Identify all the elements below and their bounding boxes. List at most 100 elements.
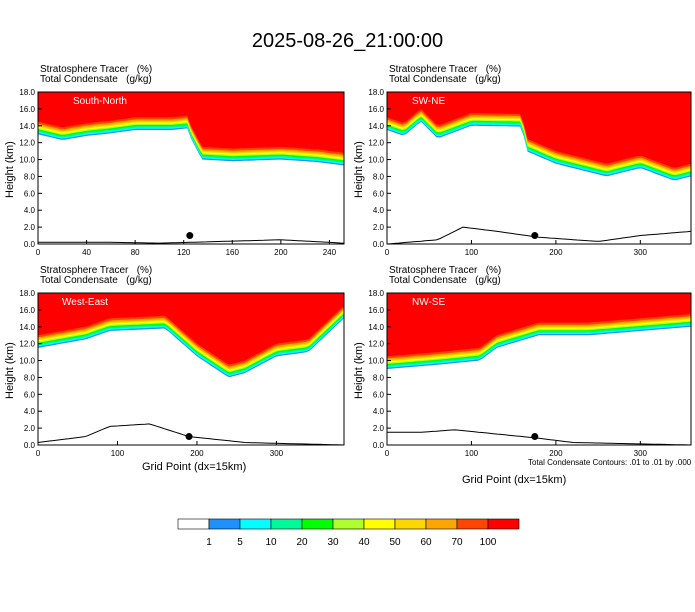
panel-west-east: 0.0 2.0 4.0 6.0 8.0 10.0 12.0 14.0 16.0 18.0 0 100 2… [19,289,345,458]
colorbar-label: 1 [206,537,212,548]
colorbar-swatch [239,518,272,530]
panel-header-line2: Total Condensate (g/kg) [389,275,501,286]
y-tick-label: 8.0 [373,172,385,181]
y-tick-label: 4.0 [24,206,36,215]
plot-frame [37,91,345,245]
y-tick-label: 12.0 [19,139,35,148]
y-axis-label: Height (km) [353,342,365,399]
tracer-band-0 [38,92,344,153]
y-tick-label: 4.0 [373,407,385,416]
y-tick-label: 12.0 [368,340,384,349]
panel-sw-ne: 0.0 2.0 4.0 6.0 8.0 10.0 12.0 14.0 16.0 18.0 0 100 2… [368,88,692,257]
y-tick-label: 0.0 [24,240,36,249]
figure-title: 2025-08-26_21:00:00 [251,30,444,52]
y-tick-label: 0.0 [373,240,385,249]
y-tick-label: 8.0 [24,373,36,382]
x-tick-label: 100 [465,248,479,257]
y-tick-label: 18.0 [368,289,384,298]
x-tick-label: 200 [190,449,204,458]
colorbar-swatch [270,518,303,530]
x-tick-label: 100 [111,449,125,458]
x-tick-label: 200 [549,248,563,257]
x-axis-label-left: Grid Point (dx=15km) [142,461,247,473]
location-marker [531,232,539,240]
plot-frame [386,292,692,446]
y-tick-label: 6.0 [24,390,36,399]
colorbar-label: 20 [296,537,308,548]
terrain-line [38,239,344,244]
x-tick-label: 0 [385,449,390,458]
y-tick-label: 2.0 [373,424,385,433]
y-tick-label: 16.0 [19,105,35,114]
location-marker [531,433,539,441]
panel-nw-se: 0.0 2.0 4.0 6.0 8.0 10.0 12.0 14.0 16.0 18.0 0 100 2… [368,289,692,458]
colorbar-swatch [332,518,365,530]
tracer-band-0 [387,293,691,357]
tracer-band-0 [38,293,344,365]
colorbar: 1 5 10 20 30 40 50 60 70 100 [177,518,520,548]
y-tick-label: 12.0 [19,340,35,349]
contour-note: Total Condensate Contours: .01 to .01 by… [528,458,692,467]
y-tick-label: 16.0 [368,105,384,114]
colorbar-label: 10 [265,537,277,548]
colorbar-label: 50 [389,537,401,548]
plot-frame [37,292,345,446]
panel-header-line1: Stratosphere Tracer (%) [389,265,502,276]
x-tick-label: 300 [634,248,648,257]
x-tick-label: 200 [549,449,563,458]
panel-header-line1: Stratosphere Tracer (%) [40,64,153,75]
y-tick-label: 14.0 [368,323,384,332]
colorbar-label: 5 [237,537,243,548]
y-tick-label: 16.0 [368,306,384,315]
y-tick-label: 10.0 [19,357,35,366]
x-tick-label: 120 [177,248,191,257]
panel-south-north: 0.0 2.0 4.0 6.0 8.0 10.0 12.0 14.0 16.0 18.0 0 40 80… [19,88,345,257]
y-tick-label: 2.0 [24,223,36,232]
x-axis-label-right: Grid Point (dx=15km) [462,474,567,486]
y-tick-label: 18.0 [368,88,384,97]
y-tick-label: 4.0 [373,206,385,215]
panel-label: SW-NE [412,96,445,107]
y-tick-label: 8.0 [24,172,36,181]
y-tick-label: 14.0 [19,122,35,131]
y-tick-label: 12.0 [368,139,384,148]
colorbar-label: 70 [451,537,463,548]
y-tick-label: 0.0 [24,441,36,450]
y-tick-label: 14.0 [19,323,35,332]
panel-label: NW-SE [412,297,445,308]
x-tick-label: 0 [36,248,41,257]
x-tick-label: 0 [36,449,41,458]
colorbar-swatch [487,518,520,530]
y-tick-label: 2.0 [24,424,36,433]
location-marker [185,433,193,441]
colorbar-label: 40 [358,537,370,548]
y-tick-label: 6.0 [373,390,385,399]
colorbar-swatch [208,518,241,530]
plot-frame [386,91,692,245]
y-tick-label: 4.0 [24,407,36,416]
y-tick-label: 14.0 [368,122,384,131]
colorbar-swatch [425,518,458,530]
panel-header-line2: Total Condensate (g/kg) [40,275,152,286]
y-tick-label: 6.0 [24,189,36,198]
x-tick-label: 0 [385,248,390,257]
y-tick-label: 8.0 [373,373,385,382]
x-tick-label: 200 [274,248,288,257]
x-tick-label: 240 [323,248,337,257]
colorbar-swatch [301,518,334,530]
colorbar-swatch [363,518,396,530]
colorbar-label: 60 [420,537,432,548]
y-axis-label: Height (km) [353,141,365,198]
x-tick-label: 100 [465,449,479,458]
colorbar-label: 30 [327,537,339,548]
y-tick-label: 2.0 [373,223,385,232]
location-marker [186,232,194,240]
y-tick-label: 10.0 [368,156,384,165]
panel-label: West-East [62,297,108,308]
y-tick-label: 10.0 [19,156,35,165]
y-tick-label: 6.0 [373,189,385,198]
y-tick-label: 0.0 [373,441,385,450]
panel-header-line2: Total Condensate (g/kg) [389,74,501,85]
colorbar-swatch [456,518,489,530]
